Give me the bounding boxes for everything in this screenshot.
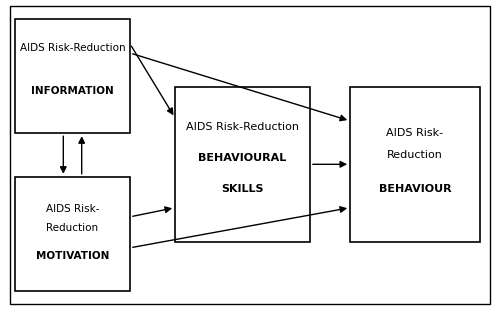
Text: MOTIVATION: MOTIVATION [36, 251, 109, 261]
Text: AIDS Risk-: AIDS Risk- [386, 128, 444, 138]
Text: Reduction: Reduction [46, 223, 98, 233]
Text: BEHAVIOURAL: BEHAVIOURAL [198, 153, 286, 163]
Bar [15, 177, 130, 291]
Bar [175, 87, 310, 242]
Text: INFORMATION: INFORMATION [31, 86, 114, 96]
Text: SKILLS: SKILLS [221, 184, 264, 194]
Bar [15, 19, 130, 133]
Text: BEHAVIOUR: BEHAVIOUR [378, 184, 452, 194]
Text: Reduction: Reduction [387, 150, 443, 160]
Text: AIDS Risk-: AIDS Risk- [46, 204, 100, 214]
Text: AIDS Risk-Reduction: AIDS Risk-Reduction [186, 122, 299, 132]
Bar [350, 87, 480, 242]
Text: AIDS Risk-Reduction: AIDS Risk-Reduction [20, 43, 126, 53]
